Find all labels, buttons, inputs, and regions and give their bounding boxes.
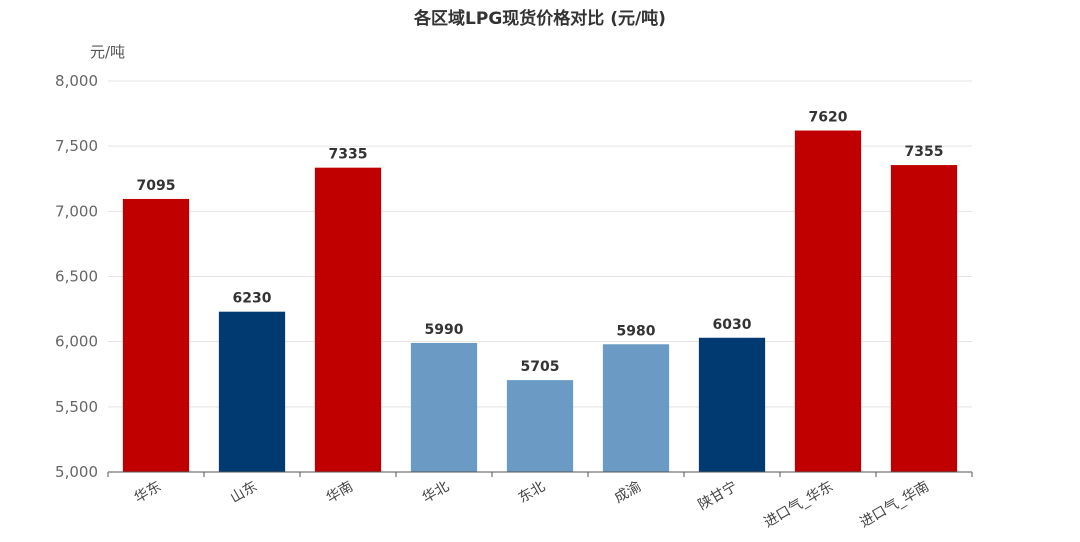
category-label: 陕甘宁 xyxy=(695,478,740,514)
bar xyxy=(890,165,958,472)
bar-value-label: 7335 xyxy=(329,147,368,163)
x-axis-ticks: 华东 山东 华南 华北 东北 成渝 陕甘宁 进口气_华东 进口气_华南 xyxy=(107,472,973,531)
bar xyxy=(218,311,286,472)
y-tick-label: 6,500 xyxy=(55,268,98,286)
category-label: 华东 xyxy=(132,479,164,507)
chart-title: 各区域LPG现货价格对比 (元/吨) xyxy=(413,8,666,29)
bar xyxy=(314,167,382,472)
y-tick-label: 6,000 xyxy=(55,333,98,351)
bar xyxy=(602,344,670,472)
bars xyxy=(122,130,958,472)
bar-value-label: 5705 xyxy=(521,359,560,375)
category-label: 进口气_华东 xyxy=(761,479,836,531)
bar xyxy=(410,342,478,472)
bar xyxy=(122,198,190,472)
category-label: 华南 xyxy=(324,479,356,507)
category-label: 华北 xyxy=(420,479,452,507)
bar-value-label: 7620 xyxy=(809,110,848,126)
bar-value-label: 6030 xyxy=(713,317,752,333)
y-axis-unit-label: 元/吨 xyxy=(90,43,125,61)
bar xyxy=(794,130,862,472)
category-label: 进口气_华南 xyxy=(857,479,932,531)
bar-value-label: 7355 xyxy=(905,144,944,160)
y-axis-ticks: 5,000 5,500 6,000 6,500 7,000 7,500 8,000 xyxy=(55,72,98,481)
category-label: 成渝 xyxy=(612,479,644,507)
y-tick-label: 5,000 xyxy=(55,463,98,481)
bar xyxy=(506,380,574,472)
y-tick-label: 7,500 xyxy=(55,137,98,155)
y-tick-label: 8,000 xyxy=(55,72,98,90)
category-label: 东北 xyxy=(516,479,548,507)
bar-value-label: 6230 xyxy=(233,291,272,307)
y-tick-label: 5,500 xyxy=(55,398,98,416)
bar-value-label: 5990 xyxy=(425,322,464,338)
bar xyxy=(698,337,766,472)
category-label: 山东 xyxy=(228,479,260,507)
bar-value-label: 5980 xyxy=(617,323,656,339)
data-labels: 7095 6230 7335 5990 5705 5980 6030 7620 7355 xyxy=(137,110,944,376)
bar-value-label: 7095 xyxy=(137,178,176,194)
y-tick-label: 7,000 xyxy=(55,202,98,220)
